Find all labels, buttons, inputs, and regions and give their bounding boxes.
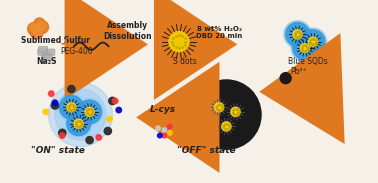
Circle shape bbox=[301, 30, 325, 53]
FancyBboxPatch shape bbox=[39, 46, 48, 53]
Circle shape bbox=[167, 124, 172, 129]
Circle shape bbox=[109, 97, 116, 104]
Circle shape bbox=[30, 26, 43, 39]
Circle shape bbox=[104, 127, 112, 135]
Circle shape bbox=[280, 73, 291, 84]
Text: 8 wt% H₂O₂
DBD 20 min: 8 wt% H₂O₂ DBD 20 min bbox=[196, 25, 242, 39]
Circle shape bbox=[34, 18, 45, 29]
Text: +: + bbox=[59, 37, 71, 51]
Circle shape bbox=[231, 107, 240, 116]
Circle shape bbox=[43, 109, 49, 115]
Circle shape bbox=[76, 98, 103, 126]
FancyBboxPatch shape bbox=[41, 52, 50, 58]
Circle shape bbox=[293, 30, 302, 39]
Circle shape bbox=[28, 23, 40, 35]
Circle shape bbox=[116, 107, 121, 113]
Circle shape bbox=[112, 98, 118, 104]
Circle shape bbox=[96, 135, 101, 140]
Circle shape bbox=[107, 116, 112, 122]
Circle shape bbox=[291, 34, 319, 62]
Circle shape bbox=[299, 28, 327, 55]
Circle shape bbox=[86, 137, 93, 144]
Text: L-cys: L-cys bbox=[149, 105, 176, 114]
Circle shape bbox=[162, 128, 167, 132]
Circle shape bbox=[222, 122, 231, 131]
Circle shape bbox=[68, 85, 75, 93]
Circle shape bbox=[156, 126, 160, 130]
Circle shape bbox=[67, 112, 90, 136]
Circle shape bbox=[284, 21, 311, 48]
Text: PEG-400: PEG-400 bbox=[60, 46, 93, 55]
Circle shape bbox=[308, 37, 318, 46]
Circle shape bbox=[169, 32, 189, 52]
FancyBboxPatch shape bbox=[46, 49, 55, 55]
Circle shape bbox=[65, 110, 92, 137]
Circle shape bbox=[52, 100, 58, 105]
Circle shape bbox=[33, 27, 42, 36]
Circle shape bbox=[158, 133, 162, 138]
Circle shape bbox=[55, 89, 106, 140]
Text: Blue SQDs: Blue SQDs bbox=[288, 57, 328, 66]
Circle shape bbox=[49, 83, 112, 147]
Circle shape bbox=[49, 91, 54, 96]
Circle shape bbox=[30, 23, 39, 33]
Circle shape bbox=[74, 119, 83, 128]
FancyBboxPatch shape bbox=[43, 54, 52, 61]
Circle shape bbox=[167, 130, 172, 135]
Circle shape bbox=[59, 129, 66, 137]
Text: "OFF" state: "OFF" state bbox=[177, 146, 235, 155]
Circle shape bbox=[192, 80, 261, 149]
Circle shape bbox=[215, 103, 224, 112]
Circle shape bbox=[36, 21, 49, 33]
Circle shape bbox=[51, 102, 59, 109]
Circle shape bbox=[162, 133, 167, 138]
Text: Assembly
Dissolution: Assembly Dissolution bbox=[104, 21, 152, 41]
Text: S dots: S dots bbox=[174, 57, 197, 66]
Text: "ON" state: "ON" state bbox=[31, 146, 85, 155]
Text: Sublimed Sulfur: Sublimed Sulfur bbox=[21, 36, 90, 45]
Circle shape bbox=[67, 103, 76, 112]
Circle shape bbox=[85, 107, 94, 116]
Circle shape bbox=[58, 94, 85, 121]
Text: Na₂S: Na₂S bbox=[37, 57, 57, 66]
Circle shape bbox=[286, 23, 309, 46]
Circle shape bbox=[300, 44, 309, 53]
FancyBboxPatch shape bbox=[38, 49, 47, 55]
Text: Pb²⁺: Pb²⁺ bbox=[290, 67, 307, 76]
Circle shape bbox=[37, 22, 46, 31]
Circle shape bbox=[293, 36, 317, 60]
Circle shape bbox=[78, 100, 101, 124]
Circle shape bbox=[59, 133, 65, 138]
Circle shape bbox=[59, 96, 83, 119]
